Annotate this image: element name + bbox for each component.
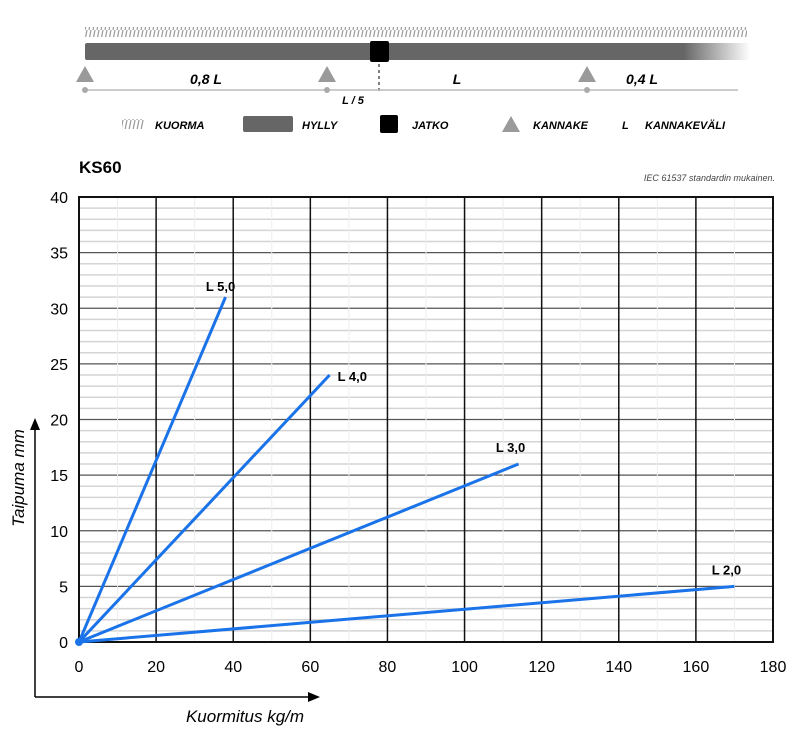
legend-label: KANNAKE bbox=[533, 120, 589, 132]
x-tick-label: 140 bbox=[605, 659, 632, 676]
span-label: 0,8 L bbox=[190, 71, 222, 87]
origin-dot bbox=[75, 638, 83, 646]
bracket-legend-icon bbox=[502, 116, 520, 132]
y-tick-label: 5 bbox=[59, 579, 68, 596]
span-dot bbox=[584, 87, 590, 93]
series-label: L 2,0 bbox=[712, 562, 741, 577]
bracket-icon bbox=[76, 66, 94, 82]
plot-frame bbox=[78, 196, 774, 643]
bracket-icon bbox=[318, 66, 336, 82]
series-line bbox=[78, 462, 520, 644]
legend-label: JATKO bbox=[412, 120, 449, 132]
y-arrowhead-icon bbox=[30, 418, 40, 430]
joint-block bbox=[370, 41, 389, 62]
grid bbox=[78, 196, 774, 643]
series-lines: L 5,0 L 4,0 L 3,0 L 2,0 bbox=[77, 279, 741, 644]
x-tick-label: 40 bbox=[224, 659, 242, 676]
x-tick-label: 180 bbox=[760, 659, 787, 676]
y-tick-label: 10 bbox=[50, 524, 68, 541]
chart-note: IEC 61537 standardin mukainen. bbox=[644, 173, 775, 183]
y-tick-label: 15 bbox=[50, 468, 68, 485]
shelf-legend-icon bbox=[243, 116, 293, 132]
series-label: L 4,0 bbox=[338, 369, 367, 384]
series-line bbox=[77, 296, 227, 643]
x-tick-label: 60 bbox=[301, 659, 319, 676]
span-dot bbox=[82, 87, 88, 93]
y-tick-label: 0 bbox=[59, 635, 68, 652]
x-tick-label: 80 bbox=[379, 659, 397, 676]
joint-label: L / 5 bbox=[342, 95, 365, 107]
x-tick-label: 160 bbox=[683, 659, 710, 676]
legend-label: KUORMA bbox=[155, 120, 205, 132]
y-tick-label: 20 bbox=[50, 413, 68, 430]
chart-title: KS60 bbox=[79, 158, 122, 177]
shelf-diagram: 0,8 L L 0,4 L L / 5 bbox=[76, 27, 750, 107]
series-label: L 5,0 bbox=[206, 279, 235, 294]
y-tick-label: 25 bbox=[50, 357, 68, 374]
x-tick-label: 120 bbox=[528, 659, 555, 676]
bracket-icon bbox=[578, 66, 596, 82]
joint-legend-icon bbox=[380, 115, 398, 133]
span-legend-symbol: L bbox=[622, 120, 629, 132]
legend-label: KANNAKEVÄLI bbox=[645, 119, 726, 132]
series-line bbox=[78, 584, 735, 644]
y-tick-label: 30 bbox=[50, 301, 68, 318]
x-axis-label: Kuormitus kg/m bbox=[186, 707, 304, 726]
x-tick-label: 20 bbox=[147, 659, 165, 676]
y-tick-label: 35 bbox=[50, 246, 68, 263]
span-dot bbox=[324, 87, 330, 93]
shelf-bar bbox=[85, 43, 750, 60]
span-label: 0,4 L bbox=[626, 71, 658, 87]
series-label: L 3,0 bbox=[496, 440, 525, 455]
series-line bbox=[77, 373, 331, 644]
span-label: L bbox=[453, 71, 462, 87]
x-arrowhead-icon bbox=[308, 692, 320, 702]
legend: KUORMA HYLLY JATKO KANNAKE L KANNAKEVÄLI bbox=[122, 115, 726, 133]
load-legend-icon bbox=[122, 119, 144, 129]
x-tick-label: 0 bbox=[75, 659, 84, 676]
y-tick-label: 40 bbox=[50, 190, 68, 207]
x-tick-label: 100 bbox=[451, 659, 478, 676]
tick-labels: 0 20 40 60 80 100 120 140 160 180 0 5 10 15 20 25 30 35 40 bbox=[50, 190, 786, 676]
legend-label: HYLLY bbox=[302, 120, 339, 132]
y-axis-label: Taipuma mm bbox=[9, 429, 28, 527]
load-hatch bbox=[85, 27, 747, 37]
